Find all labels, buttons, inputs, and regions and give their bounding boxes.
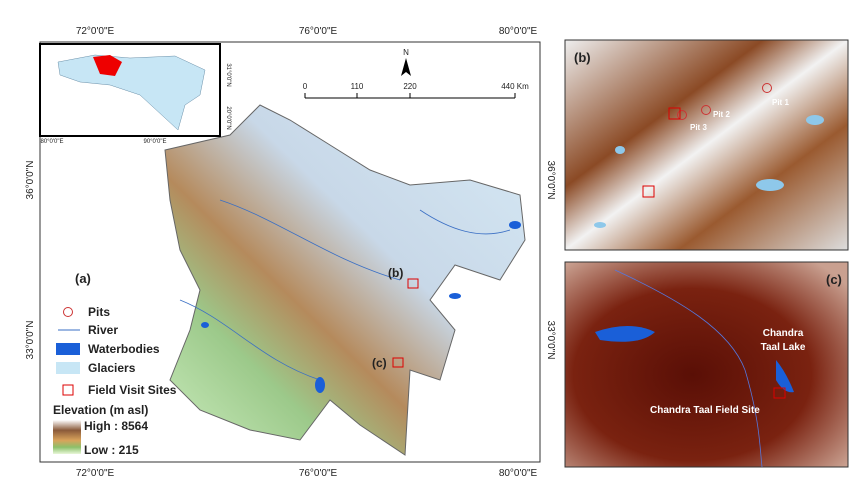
- panel-c: [565, 262, 848, 467]
- pit-label: Pit 1: [772, 98, 789, 107]
- lat-label: 33°0'0"N: [25, 321, 36, 360]
- lat-label: 33°0'0"N: [545, 321, 556, 360]
- site-label: Chandra Taal Field Site: [650, 405, 760, 416]
- panel-label: (c): [826, 272, 842, 287]
- figure: (b) (c) (a) 72°0'0"E 76°0'0"E 80°0'0"E 7…: [0, 0, 856, 489]
- lon-label: 80°0'0"E: [499, 26, 538, 37]
- legend-symbol: [56, 343, 80, 355]
- north-label: N: [403, 48, 409, 57]
- legend-label: Waterbodies: [88, 342, 160, 356]
- pit-label: Pit 3: [690, 123, 707, 132]
- elevation-ramp: [53, 420, 81, 454]
- legend-symbol: [56, 362, 80, 374]
- inset-lon-label: 80°0'0"E: [40, 139, 63, 145]
- scale-label: 220: [403, 82, 417, 91]
- legend-label: Glaciers: [88, 361, 136, 375]
- legend-label: Pits: [88, 305, 110, 319]
- lat-label: 36°0'0"N: [545, 161, 556, 200]
- lat-label: 36°0'0"N: [25, 161, 36, 200]
- scale-label: 440 Km: [501, 82, 529, 91]
- inset-lon-label: 90°0'0"E: [143, 139, 166, 145]
- scale-label: 0: [303, 82, 308, 91]
- lon-label: 72°0'0"E: [76, 26, 115, 37]
- legend-low: Low : 215: [84, 443, 139, 457]
- site-label: (b): [388, 266, 403, 280]
- legend-label: Field Visit Sites: [88, 383, 177, 397]
- inset-lat-label: 20°0'0"N: [225, 106, 231, 129]
- lon-label: 72°0'0"E: [76, 468, 115, 479]
- lake-label: Chandra: [763, 328, 804, 339]
- lon-label: 76°0'0"E: [299, 26, 338, 37]
- pit-label: Pit 2: [713, 110, 730, 119]
- panel-label: (a): [75, 271, 91, 286]
- legend-label: River: [88, 323, 118, 337]
- inset-lat-label: 31°0'0"N: [225, 63, 231, 86]
- legend-title: Elevation (m asl): [53, 403, 148, 417]
- scale-label: 110: [351, 82, 364, 91]
- site-label: (c): [372, 356, 387, 370]
- lake-label: Taal Lake: [761, 342, 806, 353]
- lon-label: 76°0'0"E: [299, 468, 338, 479]
- lon-label: 80°0'0"E: [499, 468, 538, 479]
- panel-label: (b): [574, 50, 591, 65]
- legend-high: High : 8564: [84, 419, 148, 433]
- panel-b: [565, 40, 848, 250]
